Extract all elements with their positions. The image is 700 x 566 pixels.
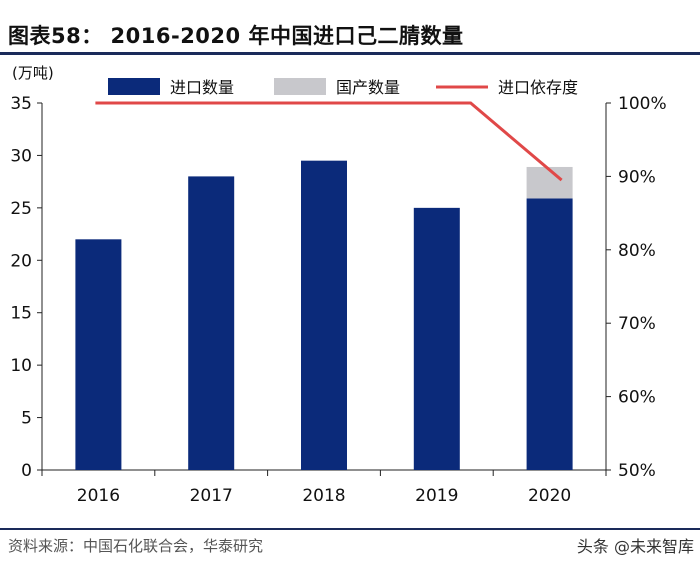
chart-title: 图表58： 2016-2020 年中国进口己二腈数量	[8, 24, 464, 48]
title-rule	[0, 52, 700, 55]
legend-label: 国产数量	[336, 78, 400, 97]
legend-label: 进口依存度	[498, 78, 578, 97]
bar-import-2019	[413, 207, 460, 470]
y2-tick-label: 100%	[618, 94, 667, 114]
y-tick-label: 0	[21, 461, 32, 481]
legend: 进口数量 国产数量 进口依存度	[108, 78, 578, 97]
legend-label: 进口数量	[170, 78, 234, 97]
y-axis-label: (万吨)	[12, 64, 54, 82]
y-tick-label: 5	[21, 409, 32, 429]
legend-swatch	[108, 78, 160, 95]
x-tick-label: 2019	[415, 486, 458, 506]
axes: 0 5 10 15 20 25 30 35 (万吨) 50% 60% 70% 80% 90% 100% 201…	[10, 64, 666, 506]
y-tick-label: 20	[10, 251, 32, 271]
bar-import-2018	[301, 160, 347, 470]
y-tick-label: 15	[10, 304, 32, 324]
y2-tick-label: 90%	[618, 167, 656, 187]
footer-rule	[0, 528, 700, 530]
source-note: 资料来源：中国石化联合会，华泰研究	[8, 537, 264, 555]
bar-import-2017	[188, 176, 235, 470]
bar-import-2020	[526, 198, 573, 471]
legend-swatch	[274, 78, 326, 95]
x-tick-label: 2020	[528, 486, 571, 506]
y-tick-label: 35	[10, 94, 32, 114]
y-tick-label: 25	[10, 199, 32, 219]
y2-tick-label: 60%	[618, 388, 656, 408]
y2-tick-label: 70%	[618, 314, 656, 334]
bars	[75, 160, 573, 471]
y2-tick-label: 80%	[618, 241, 656, 261]
line-import-dependence	[95, 101, 563, 182]
bar-domestic-2020	[526, 166, 573, 199]
y-tick-label: 10	[10, 356, 32, 376]
watermark: 头条 @未来智库	[576, 537, 694, 556]
x-tick-label: 2018	[302, 486, 345, 506]
x-tick-label: 2016	[77, 486, 120, 506]
line-series	[95, 101, 563, 182]
y2-tick-label: 50%	[618, 461, 656, 481]
bar-import-2016	[75, 239, 122, 470]
x-tick-label: 2017	[190, 486, 233, 506]
y-tick-label: 30	[10, 146, 32, 166]
